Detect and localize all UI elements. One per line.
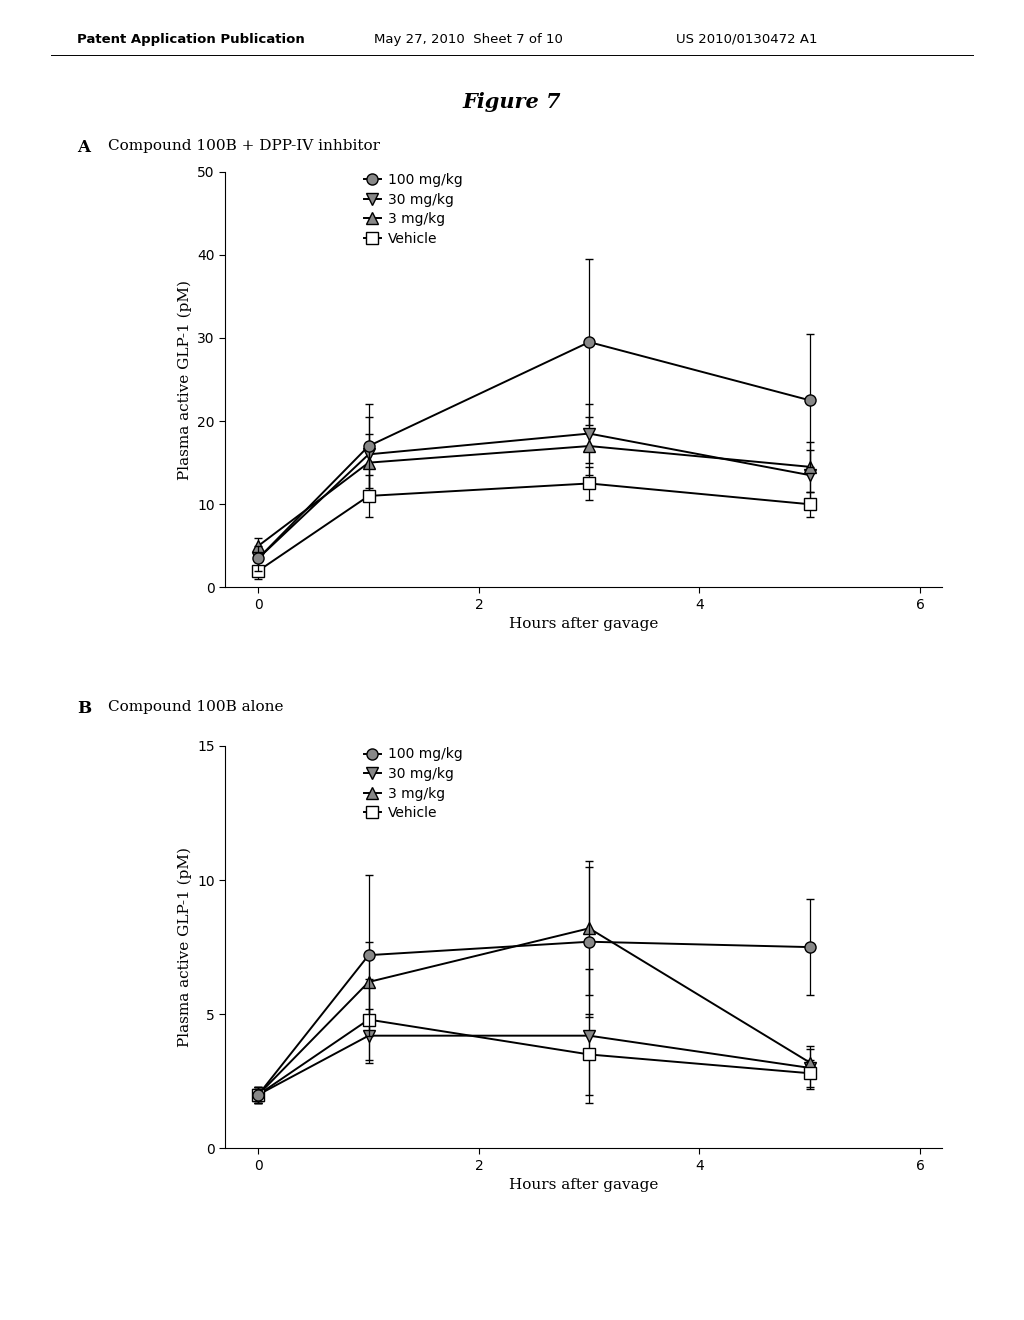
Legend: 100 mg/kg, 30 mg/kg, 3 mg/kg, Vehicle: 100 mg/kg, 30 mg/kg, 3 mg/kg, Vehicle: [361, 170, 465, 248]
Text: A: A: [77, 139, 90, 156]
Text: Patent Application Publication: Patent Application Publication: [77, 33, 304, 46]
Text: Figure 7: Figure 7: [463, 92, 561, 112]
Y-axis label: Plasma active GLP-1 (pM): Plasma active GLP-1 (pM): [177, 280, 191, 479]
Text: B: B: [77, 700, 91, 717]
Text: Compound 100B + DPP-IV inhbitor: Compound 100B + DPP-IV inhbitor: [108, 139, 380, 153]
X-axis label: Hours after gavage: Hours after gavage: [509, 1179, 658, 1192]
Y-axis label: Plasma active GLP-1 (pM): Plasma active GLP-1 (pM): [177, 847, 191, 1047]
Text: Compound 100B alone: Compound 100B alone: [108, 700, 283, 714]
X-axis label: Hours after gavage: Hours after gavage: [509, 618, 658, 631]
Text: May 27, 2010  Sheet 7 of 10: May 27, 2010 Sheet 7 of 10: [374, 33, 562, 46]
Legend: 100 mg/kg, 30 mg/kg, 3 mg/kg, Vehicle: 100 mg/kg, 30 mg/kg, 3 mg/kg, Vehicle: [361, 744, 465, 822]
Text: US 2010/0130472 A1: US 2010/0130472 A1: [676, 33, 817, 46]
